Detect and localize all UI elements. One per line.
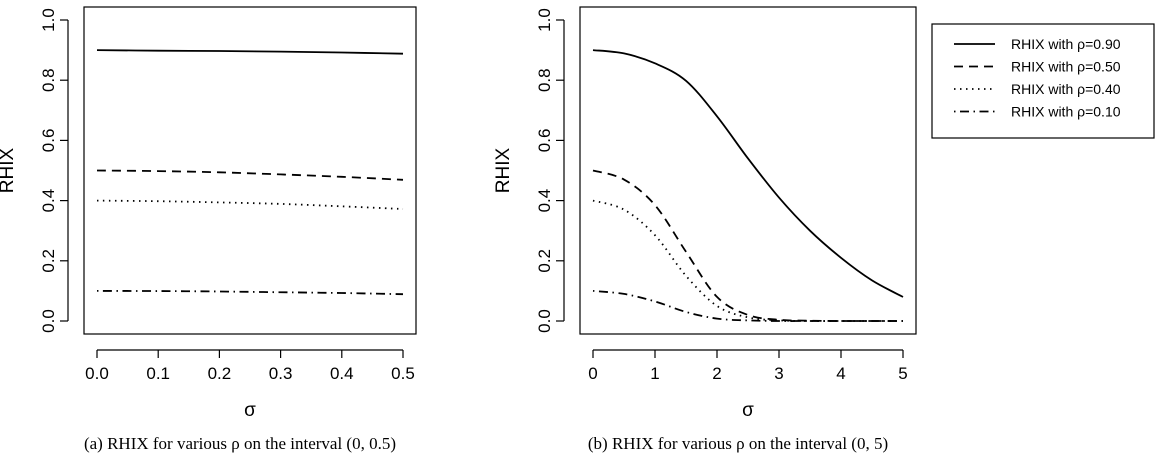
x-tick-label: 3 xyxy=(774,364,783,383)
x-tick-label: 0.0 xyxy=(85,364,109,383)
x-tick-label: 0.2 xyxy=(208,364,232,383)
y-tick-label: 0.4 xyxy=(535,189,554,213)
series-line-dotted xyxy=(96,199,404,210)
chart-caption: (a) RHIX for various ρ on the interval (… xyxy=(84,434,396,453)
series-line-dashed xyxy=(96,169,404,181)
x-axis-title: σ xyxy=(742,400,754,421)
x-tick-label: 0.1 xyxy=(146,364,170,383)
legend-label: RHIX with ρ=0.50 xyxy=(1011,59,1121,75)
plot-frame xyxy=(83,6,417,335)
x-tick-label: 0 xyxy=(588,364,597,383)
x-tick-label: 0.4 xyxy=(330,364,354,383)
y-axis-title: RHIX xyxy=(0,147,18,193)
x-tick-label: 1 xyxy=(650,364,659,383)
y-tick-label: 0.8 xyxy=(39,68,58,92)
plot-frame xyxy=(579,6,917,335)
y-tick-label: 0.6 xyxy=(535,129,554,153)
x-tick-label: 4 xyxy=(836,364,845,383)
x-tick-label: 0.3 xyxy=(269,364,293,383)
series-line-dashdot xyxy=(592,290,903,322)
y-tick-label: 1.0 xyxy=(39,8,58,32)
x-tick-label: 2 xyxy=(712,364,721,383)
y-tick-label: 0.0 xyxy=(39,309,58,333)
series-line-dashed xyxy=(592,169,903,322)
y-tick-label: 0.0 xyxy=(535,309,554,333)
y-tick-label: 0.8 xyxy=(535,68,554,92)
y-axis-title: RHIX xyxy=(493,147,514,193)
chart-caption: (b) RHIX for various ρ on the interval (… xyxy=(588,434,888,453)
chart-b: 0 1 2 3 4 5 0.0 0.2 0.4 0.6 0.8 1.0 σ RHIX (b) RHIX fo… xyxy=(493,6,917,453)
y-tick-label: 0.2 xyxy=(535,249,554,273)
legend: RHIX with ρ=0.90 RHIX with ρ=0.50 RHIX wit… xyxy=(931,23,1155,139)
x-axis-title: σ xyxy=(244,400,256,421)
series-line-dashdot xyxy=(96,290,404,296)
x-tick-label: 5 xyxy=(898,364,907,383)
y-tick-label: 0.4 xyxy=(39,189,58,213)
y-tick-label: 1.0 xyxy=(535,8,554,32)
legend-label: RHIX with ρ=0.10 xyxy=(1011,104,1121,120)
series-line-solid xyxy=(592,49,904,298)
y-tick-label: 0.6 xyxy=(39,129,58,153)
chart-a: 0.0 0.1 0.2 0.3 0.4 0.5 0.0 0.2 0.4 0.6 0.8 1.0 σ RHI… xyxy=(0,6,417,453)
series-line-dotted xyxy=(592,199,903,322)
legend-label: RHIX with ρ=0.90 xyxy=(1011,36,1121,52)
x-tick-label: 0.5 xyxy=(391,364,415,383)
series-line-solid xyxy=(96,49,404,55)
y-tick-label: 0.2 xyxy=(39,249,58,273)
legend-box xyxy=(931,23,1155,139)
legend-label: RHIX with ρ=0.40 xyxy=(1011,81,1121,97)
